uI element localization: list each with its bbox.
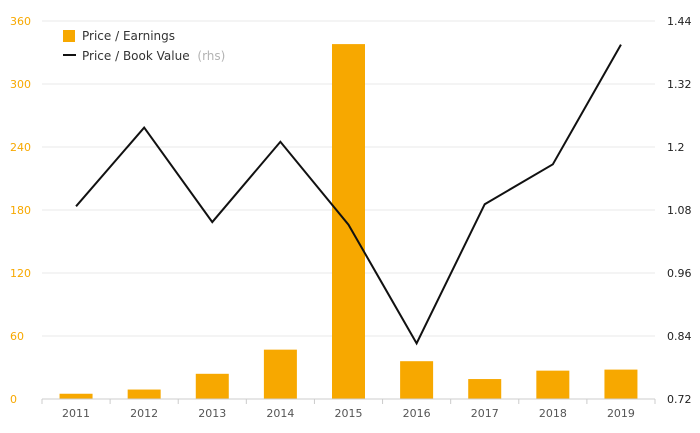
bar-2011 xyxy=(59,393,93,399)
y-left-tick-label: 0 xyxy=(10,393,17,406)
legend-label-price-earnings: Price / Earnings xyxy=(82,29,175,43)
y-axis-left: 0 60 120 180 240 300 360 xyxy=(10,15,31,406)
x-tick-label: 2013 xyxy=(198,407,226,420)
y-right-tick-label: 1.2 xyxy=(667,141,685,154)
y-axis-right: 0.72 0.84 0.96 1.08 1.2 1.32 1.44 xyxy=(667,15,692,406)
bars xyxy=(59,44,638,399)
bar-2019 xyxy=(604,369,638,399)
legend: Price / Earnings Price / Book Value (rhs… xyxy=(63,29,225,63)
legend-label-price-book: Price / Book Value (rhs) xyxy=(82,49,225,63)
y-right-tick-label: 0.84 xyxy=(667,330,692,343)
y-right-tick-label: 1.08 xyxy=(667,204,692,217)
x-tick-label: 2018 xyxy=(539,407,567,420)
y-right-tick-label: 0.72 xyxy=(667,393,692,406)
bar-2015 xyxy=(332,44,365,399)
x-axis: 2011 2012 2013 2014 2015 2016 2017 2018 2019 xyxy=(41,398,656,420)
bar-2016 xyxy=(400,361,434,399)
x-tick-label: 2016 xyxy=(403,407,431,420)
y-left-tick-label: 240 xyxy=(10,141,31,154)
y-left-tick-label: 180 xyxy=(10,204,31,217)
y-right-tick-label: 0.96 xyxy=(667,267,692,280)
bar-2012 xyxy=(127,389,161,399)
y-right-tick-label: 1.44 xyxy=(667,15,692,28)
bar-2018 xyxy=(536,370,570,399)
x-tick-label: 2015 xyxy=(335,407,363,420)
bar-2014 xyxy=(263,349,297,399)
y-left-tick-label: 300 xyxy=(10,78,31,91)
x-tick-label: 2012 xyxy=(130,407,158,420)
bar-2013 xyxy=(195,373,229,399)
y-left-tick-label: 120 xyxy=(10,267,31,280)
y-left-tick-label: 360 xyxy=(10,15,31,28)
legend-label-price-book-name: Price / Book Value xyxy=(82,49,190,63)
x-tick-label: 2017 xyxy=(471,407,499,420)
y-right-tick-label: 1.32 xyxy=(667,78,692,91)
x-tick-label: 2014 xyxy=(266,407,294,420)
legend-swatch-price-earnings xyxy=(63,30,75,42)
line-series xyxy=(75,44,622,346)
x-tick-label: 2011 xyxy=(62,407,90,420)
legend-label-rhs: (rhs) xyxy=(197,49,225,63)
y-left-tick-label: 60 xyxy=(10,330,24,343)
x-tick-label: 2019 xyxy=(607,407,635,420)
bar-2017 xyxy=(468,379,502,399)
